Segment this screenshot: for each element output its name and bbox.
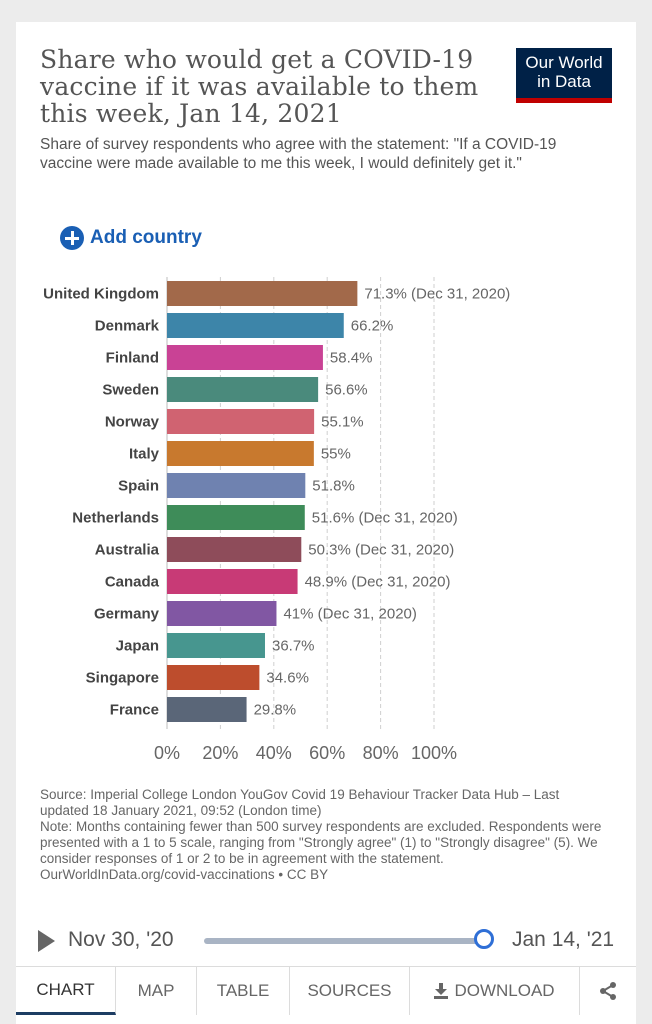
share-icon bbox=[600, 982, 616, 1000]
tab-table-label: TABLE bbox=[216, 981, 270, 1000]
value-label: 50.3% (Dec 31, 2020) bbox=[308, 542, 454, 559]
note-text: Note: Months containing fewer than 500 s… bbox=[40, 819, 602, 866]
category-label: Denmark bbox=[95, 318, 160, 335]
bar bbox=[167, 313, 344, 338]
timeline-handle[interactable] bbox=[474, 929, 494, 949]
category-label: Canada bbox=[105, 574, 160, 591]
timeline-end-label: Jan 14, '21 bbox=[512, 928, 615, 951]
timeline-track[interactable] bbox=[204, 938, 486, 944]
add-country-button[interactable]: Add country bbox=[60, 225, 202, 251]
category-label: France bbox=[110, 702, 159, 719]
category-label: Netherlands bbox=[72, 510, 159, 527]
source-text: Source: Imperial College London YouGov C… bbox=[40, 787, 560, 818]
bar bbox=[167, 345, 323, 370]
download-icon bbox=[434, 983, 449, 999]
category-label: Australia bbox=[95, 542, 160, 559]
value-label: 58.4% bbox=[330, 350, 373, 367]
bar bbox=[167, 569, 298, 594]
tab-download[interactable]: DOWNLOAD bbox=[410, 967, 580, 1015]
category-label: United Kingdom bbox=[43, 286, 159, 303]
category-label: Singapore bbox=[86, 670, 159, 687]
timeline-start-label: Nov 30, '20 bbox=[68, 928, 174, 951]
bar bbox=[167, 281, 358, 306]
value-label: 34.6% bbox=[266, 670, 309, 687]
logo-accent-bar bbox=[516, 98, 612, 103]
value-label: 66.2% bbox=[351, 318, 394, 335]
category-labels: United Kingdom Denmark Finland Sweden Norway… bbox=[43, 286, 159, 719]
owid-logo[interactable]: Our World in Data bbox=[516, 48, 612, 103]
bar bbox=[167, 441, 314, 466]
bar bbox=[167, 473, 306, 498]
value-label: 36.7% bbox=[272, 638, 315, 655]
bar-chart: United Kingdom Denmark Finland Sweden Norway… bbox=[43, 277, 511, 763]
x-tick-label: 0% bbox=[154, 743, 180, 763]
bar bbox=[167, 697, 247, 722]
tab-table[interactable]: TABLE bbox=[197, 967, 290, 1015]
plus-circle-icon bbox=[60, 226, 84, 250]
value-label: 29.8% bbox=[254, 702, 297, 719]
add-country-label: Add country bbox=[90, 227, 202, 248]
tab-bar: CHART MAP TABLE SOURCES DOWNLOAD bbox=[16, 966, 636, 1017]
value-label: 41% (Dec 31, 2020) bbox=[283, 606, 416, 623]
chart-footer: Source: Imperial College London YouGov C… bbox=[40, 787, 610, 883]
bar-layer bbox=[167, 281, 358, 722]
value-labels: 71.3% (Dec 31, 2020) 66.2% 58.4% 56.6% 55.1%… bbox=[254, 286, 511, 719]
value-label: 51.6% (Dec 31, 2020) bbox=[312, 510, 458, 527]
value-label: 55% bbox=[321, 446, 351, 463]
tab-map[interactable]: MAP bbox=[116, 967, 197, 1015]
x-axis-ticks: 0% 20% 40% 60% 80% 100% bbox=[154, 743, 457, 763]
bar bbox=[167, 537, 302, 562]
tab-download-label: DOWNLOAD bbox=[454, 981, 555, 1000]
category-label: Finland bbox=[106, 350, 159, 367]
value-label: 51.8% bbox=[312, 478, 355, 495]
bar bbox=[167, 505, 305, 530]
category-label: Japan bbox=[116, 638, 159, 655]
logo-line-1: Our World bbox=[525, 53, 603, 72]
value-label: 56.6% bbox=[325, 382, 368, 399]
grid-layer bbox=[166, 277, 435, 729]
value-label: 55.1% bbox=[321, 414, 364, 431]
bar bbox=[167, 377, 319, 402]
value-label: 71.3% (Dec 31, 2020) bbox=[364, 286, 510, 303]
play-icon[interactable] bbox=[38, 930, 55, 952]
url-text[interactable]: OurWorldInData.org/covid-vaccinations • … bbox=[40, 867, 329, 882]
x-tick-label: 40% bbox=[256, 743, 292, 763]
tab-chart[interactable]: CHART bbox=[16, 967, 116, 1015]
tab-sources-label: SOURCES bbox=[307, 981, 392, 1000]
value-label: 48.9% (Dec 31, 2020) bbox=[305, 574, 451, 591]
tab-chart-label: CHART bbox=[36, 979, 95, 999]
chart-title: Share who would get a COVID-19 vaccine i… bbox=[40, 45, 479, 128]
bar bbox=[167, 633, 265, 658]
x-tick-label: 100% bbox=[411, 743, 457, 763]
category-label: Norway bbox=[105, 414, 160, 431]
timeline: Nov 30, '20 Jan 14, '21 bbox=[36, 922, 626, 962]
tab-sources[interactable]: SOURCES bbox=[290, 967, 410, 1015]
category-label: Germany bbox=[94, 606, 160, 623]
chart-subtitle: Share of survey respondents who agree wi… bbox=[40, 136, 557, 172]
bar bbox=[167, 601, 277, 626]
category-label: Spain bbox=[118, 478, 159, 495]
category-label: Sweden bbox=[102, 382, 159, 399]
tab-map-label: MAP bbox=[137, 981, 175, 1000]
x-tick-label: 60% bbox=[309, 743, 345, 763]
bar bbox=[167, 665, 260, 690]
x-tick-label: 20% bbox=[202, 743, 238, 763]
share-button[interactable] bbox=[580, 967, 636, 1015]
chart-card: Share who would get a COVID-19 vaccine i… bbox=[16, 22, 636, 1024]
logo-line-2: in Data bbox=[537, 72, 591, 91]
category-label: Italy bbox=[129, 446, 160, 463]
bar bbox=[167, 409, 315, 434]
x-tick-label: 80% bbox=[363, 743, 399, 763]
